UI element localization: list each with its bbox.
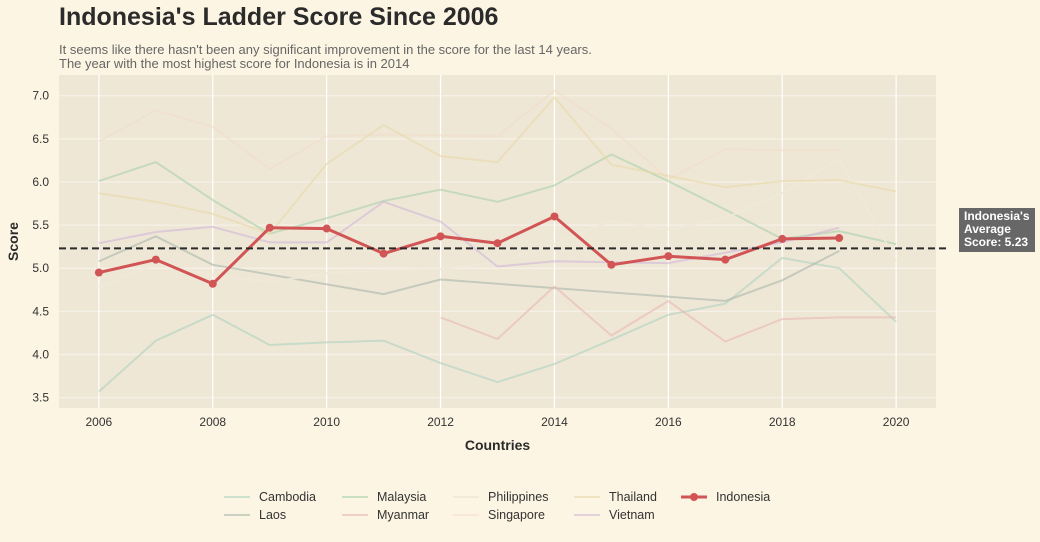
legend-swatch-malaysia: [342, 490, 368, 504]
legend-swatch-cambodia: [224, 490, 250, 504]
series-line-vietnam: [98, 200, 840, 268]
legend-label-indonesia: Indonesia: [716, 490, 771, 504]
x-tick-label: 2012: [427, 415, 454, 429]
y-tick-label: 7.0: [32, 89, 49, 103]
data-point-indonesia: [208, 279, 217, 288]
chart-title: Indonesia's Ladder Score Since 2006: [59, 3, 499, 31]
average-label-line-3: Score: 5.23: [964, 235, 1029, 249]
series-line-laos: [98, 235, 840, 302]
data-point-indonesia: [550, 212, 559, 221]
average-annotation: Indonesia's Average Score: 5.23: [959, 208, 1035, 252]
legend-label-myanmar: Myanmar: [377, 508, 430, 522]
y-tick-label: 6.0: [32, 175, 49, 189]
x-tick-label: 2018: [769, 415, 796, 429]
x-tick-label: 2014: [541, 415, 568, 429]
y-tick-label: 5.5: [32, 218, 49, 232]
legend-item-philippines: Philippines: [453, 488, 574, 506]
legend-label-laos: Laos: [259, 508, 287, 522]
legend-label-singapore: Singapore: [488, 508, 545, 522]
legend-item-myanmar: Myanmar: [342, 506, 453, 524]
data-point-indonesia: [94, 268, 103, 277]
y-tick-label: 3.5: [32, 391, 49, 405]
series-line-indonesia: [98, 215, 840, 286]
legend-swatch-singapore: [453, 508, 479, 522]
series-line-myanmar: [440, 285, 897, 343]
x-tick-label: 2020: [883, 415, 910, 429]
data-point-indonesia: [379, 249, 388, 258]
legend-item-singapore: Singapore: [453, 506, 574, 524]
data-point-indonesia: [721, 255, 730, 264]
series-line-singapore: [98, 89, 840, 181]
chart-legend: Cambodia Laos Malaysia Myanmar Philippines Si…: [224, 488, 781, 524]
data-point-indonesia: [607, 260, 616, 269]
legend-swatch-philippines: [453, 490, 479, 504]
legend-swatch-laos: [224, 508, 250, 522]
legend-label-philippines: Philippines: [488, 490, 549, 504]
data-point-indonesia: [835, 234, 844, 243]
legend-swatch-indonesia: [681, 490, 707, 504]
average-label-line-2: Average: [964, 222, 1011, 236]
data-point-indonesia: [265, 223, 274, 232]
legend-item-vietnam: Vietnam: [574, 506, 681, 524]
series-line-cambodia: [98, 256, 897, 393]
x-tick-label: 2016: [655, 415, 682, 429]
legend-item-thailand: Thailand: [574, 488, 681, 506]
y-tick-label: 5.0: [32, 261, 49, 275]
data-point-indonesia: [322, 224, 331, 233]
data-point-indonesia: [436, 232, 445, 241]
legend-swatch-thailand: [574, 490, 600, 504]
subtitle-line-2: The year with the most highest score for…: [59, 56, 410, 71]
x-tick-label: 2010: [313, 415, 340, 429]
x-axis-label: Countries: [465, 437, 531, 453]
y-tick-label: 6.5: [32, 132, 49, 146]
x-tick-label: 2006: [86, 415, 113, 429]
data-point-indonesia: [778, 234, 787, 243]
legend-swatch-vietnam: [574, 508, 600, 522]
series-line-thailand: [98, 96, 897, 235]
y-tick-label: 4.0: [32, 348, 49, 362]
y-axis-label: Score: [5, 222, 21, 261]
legend-label-malaysia: Malaysia: [377, 490, 427, 504]
legend-label-vietnam: Vietnam: [609, 508, 655, 522]
legend-label-cambodia: Cambodia: [259, 490, 316, 504]
legend-item-malaysia: Malaysia: [342, 488, 453, 506]
legend-item-laos: Laos: [224, 506, 342, 524]
series-line-malaysia: [98, 153, 897, 246]
chart-subtitle: It seems like there hasn't been any sign…: [59, 43, 592, 71]
data-point-indonesia: [493, 239, 502, 248]
data-point-indonesia: [151, 255, 160, 264]
legend-item-indonesia: Indonesia: [681, 488, 781, 506]
y-tick-label: 4.5: [32, 304, 49, 318]
legend-label-thailand: Thailand: [609, 490, 657, 504]
average-label-line-1: Indonesia's: [964, 209, 1030, 223]
subtitle-line-1: It seems like there hasn't been any sign…: [59, 42, 592, 57]
legend-swatch-myanmar: [342, 508, 368, 522]
x-tick-label: 2008: [199, 415, 226, 429]
data-point-indonesia: [664, 252, 673, 261]
series-line-philippines: [98, 157, 897, 289]
legend-item-cambodia: Cambodia: [224, 488, 342, 506]
